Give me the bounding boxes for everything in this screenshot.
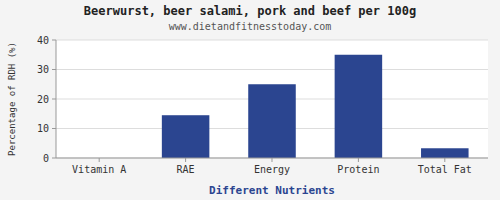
y-tick-label: 40 xyxy=(37,35,49,46)
y-grid xyxy=(56,40,488,158)
x-tick-label: Vitamin A xyxy=(72,164,126,175)
x-axis-label: Different Nutrients xyxy=(209,184,335,197)
y-ticks: 0 10 20 30 40 xyxy=(37,35,56,164)
bar xyxy=(162,115,210,158)
y-tick xyxy=(52,69,56,70)
y-tick xyxy=(52,128,56,129)
x-tick xyxy=(99,158,100,162)
x-tick xyxy=(358,158,359,162)
y-tick-label: 20 xyxy=(37,94,49,105)
bars xyxy=(162,55,469,158)
y-tick xyxy=(52,99,56,100)
x-tick xyxy=(444,158,445,162)
grid-line xyxy=(56,69,488,70)
x-tick-label: Protein xyxy=(337,164,379,175)
title: Beerwurst, beer salami, pork and beef pe… xyxy=(84,4,416,18)
x-tick-label: Total Fat xyxy=(418,164,472,175)
y-axis-line xyxy=(56,40,57,158)
y-tick-label: 10 xyxy=(37,123,49,134)
y-tick xyxy=(52,158,56,159)
bar xyxy=(335,55,383,158)
y-tick-label: 0 xyxy=(43,153,49,164)
y-axis-label: Percentage of RDH (%) xyxy=(7,42,17,156)
bar xyxy=(248,84,296,158)
bar xyxy=(421,148,469,158)
x-tick xyxy=(185,158,186,162)
plot-background xyxy=(56,40,488,158)
x-ticks: Vitamin A RAE Energy Protein Total Fat xyxy=(72,158,472,175)
page: {"chart_data": {"type": "bar", "title": … xyxy=(0,0,500,200)
subtitle: www.dietandfitnesstoday.com xyxy=(169,21,332,32)
y-tick-label: 30 xyxy=(37,64,49,75)
x-tick-label: Energy xyxy=(254,164,290,175)
x-tick-label: RAE xyxy=(177,164,195,175)
chart-svg: Beerwurst, beer salami, pork and beef pe… xyxy=(0,0,500,200)
grid-line xyxy=(56,40,488,41)
chart-container: Beerwurst, beer salami, pork and beef pe… xyxy=(0,0,500,200)
y-tick xyxy=(52,40,56,41)
x-tick xyxy=(272,158,273,162)
